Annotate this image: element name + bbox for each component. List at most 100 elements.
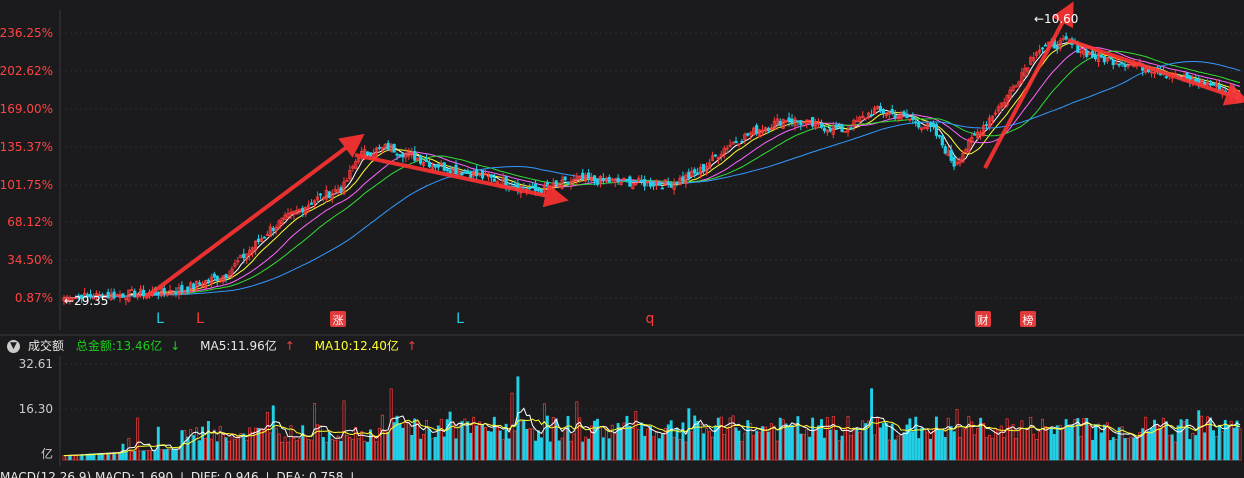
price-chart[interactable]: 236.25% 202.62% 169.00% 135.37% 101.75% 68.12… [0, 0, 1244, 336]
volume-bar [616, 423, 620, 461]
volume-bar [484, 426, 487, 461]
volume-bar [501, 439, 505, 461]
volume-bar [678, 439, 682, 461]
candle-body [256, 238, 261, 243]
candle-body [454, 164, 458, 175]
candle-body [696, 172, 700, 175]
volume-bar [923, 429, 927, 461]
volume-bar [764, 426, 767, 461]
trend-arrow [354, 153, 569, 208]
volume-bar [380, 414, 384, 461]
candle-body [637, 177, 641, 181]
candle-body [492, 178, 496, 182]
candle-body [230, 268, 234, 275]
volume-bar [999, 425, 1003, 461]
candle-body [952, 156, 956, 167]
candle-body [970, 137, 974, 143]
price-tick-label: 101.75% [0, 178, 53, 192]
candle-body [896, 115, 900, 120]
candle-body [943, 146, 947, 154]
volume-bar [598, 427, 602, 461]
volume-bar [1085, 417, 1089, 461]
volume-tick-label: 32.61 [19, 357, 53, 371]
candle-body [430, 164, 435, 170]
volume-bar [843, 428, 847, 461]
volume-bar [740, 441, 744, 461]
volume-bar [395, 415, 399, 461]
collapse-volume-button[interactable]: ▼ [7, 340, 20, 353]
candle-body [619, 181, 623, 185]
volume-bar [560, 437, 564, 461]
volume-bar [1038, 431, 1042, 461]
candle-body [1164, 76, 1168, 78]
volume-bar [283, 436, 287, 461]
volume-bar [772, 425, 776, 461]
volume-bar [551, 417, 555, 461]
candle-body [595, 178, 600, 185]
candle-body [843, 131, 847, 133]
volume-bar [156, 426, 160, 461]
volume-bar [531, 428, 535, 461]
candle-body [987, 117, 992, 128]
candle-body [1096, 53, 1101, 62]
candle-body [828, 128, 832, 132]
candle-body [825, 129, 829, 133]
candle-body [271, 227, 275, 231]
candle-body [162, 288, 166, 293]
volume-bar [937, 429, 941, 461]
candle-body [268, 226, 272, 237]
candle-body [451, 167, 455, 174]
volume-bar [159, 449, 163, 461]
candle-body [189, 282, 193, 293]
candle-body [746, 133, 750, 136]
candle-body [536, 187, 541, 192]
candle-body [725, 147, 729, 150]
candle-body [1123, 64, 1127, 67]
candle-body [1085, 50, 1089, 57]
volume-bar [165, 449, 169, 461]
volume-bar [905, 424, 909, 461]
candle-body [964, 149, 968, 153]
candle-body [984, 124, 989, 126]
volume-bar [979, 417, 983, 461]
volume-bar [310, 439, 314, 461]
volume-bar [861, 420, 865, 461]
volume-chart[interactable]: 32.61 16.30 亿 [0, 356, 1244, 468]
candle-body [763, 127, 768, 132]
volume-bar [265, 411, 269, 461]
volume-bar [1235, 420, 1239, 461]
volume-bar [321, 437, 325, 461]
volume-bar [775, 440, 779, 461]
candle-body [819, 123, 824, 128]
candle-body [976, 131, 980, 139]
volume-bar [855, 427, 859, 461]
candle-body [460, 172, 464, 176]
volume-bar [1214, 435, 1218, 461]
candle-body [295, 209, 299, 215]
volume-bar [457, 423, 461, 461]
volume-bar [852, 429, 856, 461]
candle-body [757, 129, 762, 138]
candle-body [940, 135, 944, 146]
candle-body [1152, 72, 1157, 74]
volume-bar [330, 438, 334, 461]
candle-body [354, 161, 358, 169]
candle-body [996, 106, 1000, 112]
volume-bar [186, 436, 190, 461]
candle-body [318, 193, 323, 196]
volume-bar [1141, 428, 1145, 461]
volume-bar [825, 417, 829, 461]
candle-body [1208, 83, 1213, 86]
volume-bar [221, 433, 225, 461]
candle-body [342, 181, 346, 194]
candle-body [908, 118, 912, 121]
volume-bar [286, 441, 290, 461]
volume-bar [822, 437, 826, 461]
candle-body [124, 297, 128, 300]
candle-body [1002, 102, 1006, 107]
candle-body [852, 119, 856, 127]
candle-body [513, 185, 517, 188]
candle-body [236, 260, 240, 263]
price-tick-label: 202.62% [0, 64, 53, 78]
candle-body [1185, 72, 1189, 79]
